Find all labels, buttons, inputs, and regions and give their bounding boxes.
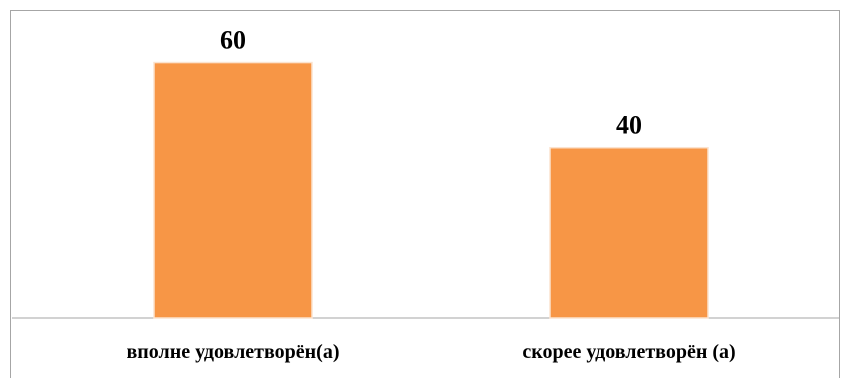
category-labels-group: вполне удовлетворён(а) скорее удовлетворё… [126, 341, 735, 363]
category-label-1: вполне удовлетворён(а) [126, 341, 339, 363]
category-label-2: скорее удовлетворён (а) [522, 341, 735, 363]
bars-group [153, 61, 709, 319]
data-label-2: 40 [616, 111, 642, 140]
value-labels-group: 60 40 [220, 26, 642, 140]
bar-2 [549, 146, 709, 319]
data-label-1: 60 [220, 26, 246, 55]
bar-1 [153, 61, 313, 319]
